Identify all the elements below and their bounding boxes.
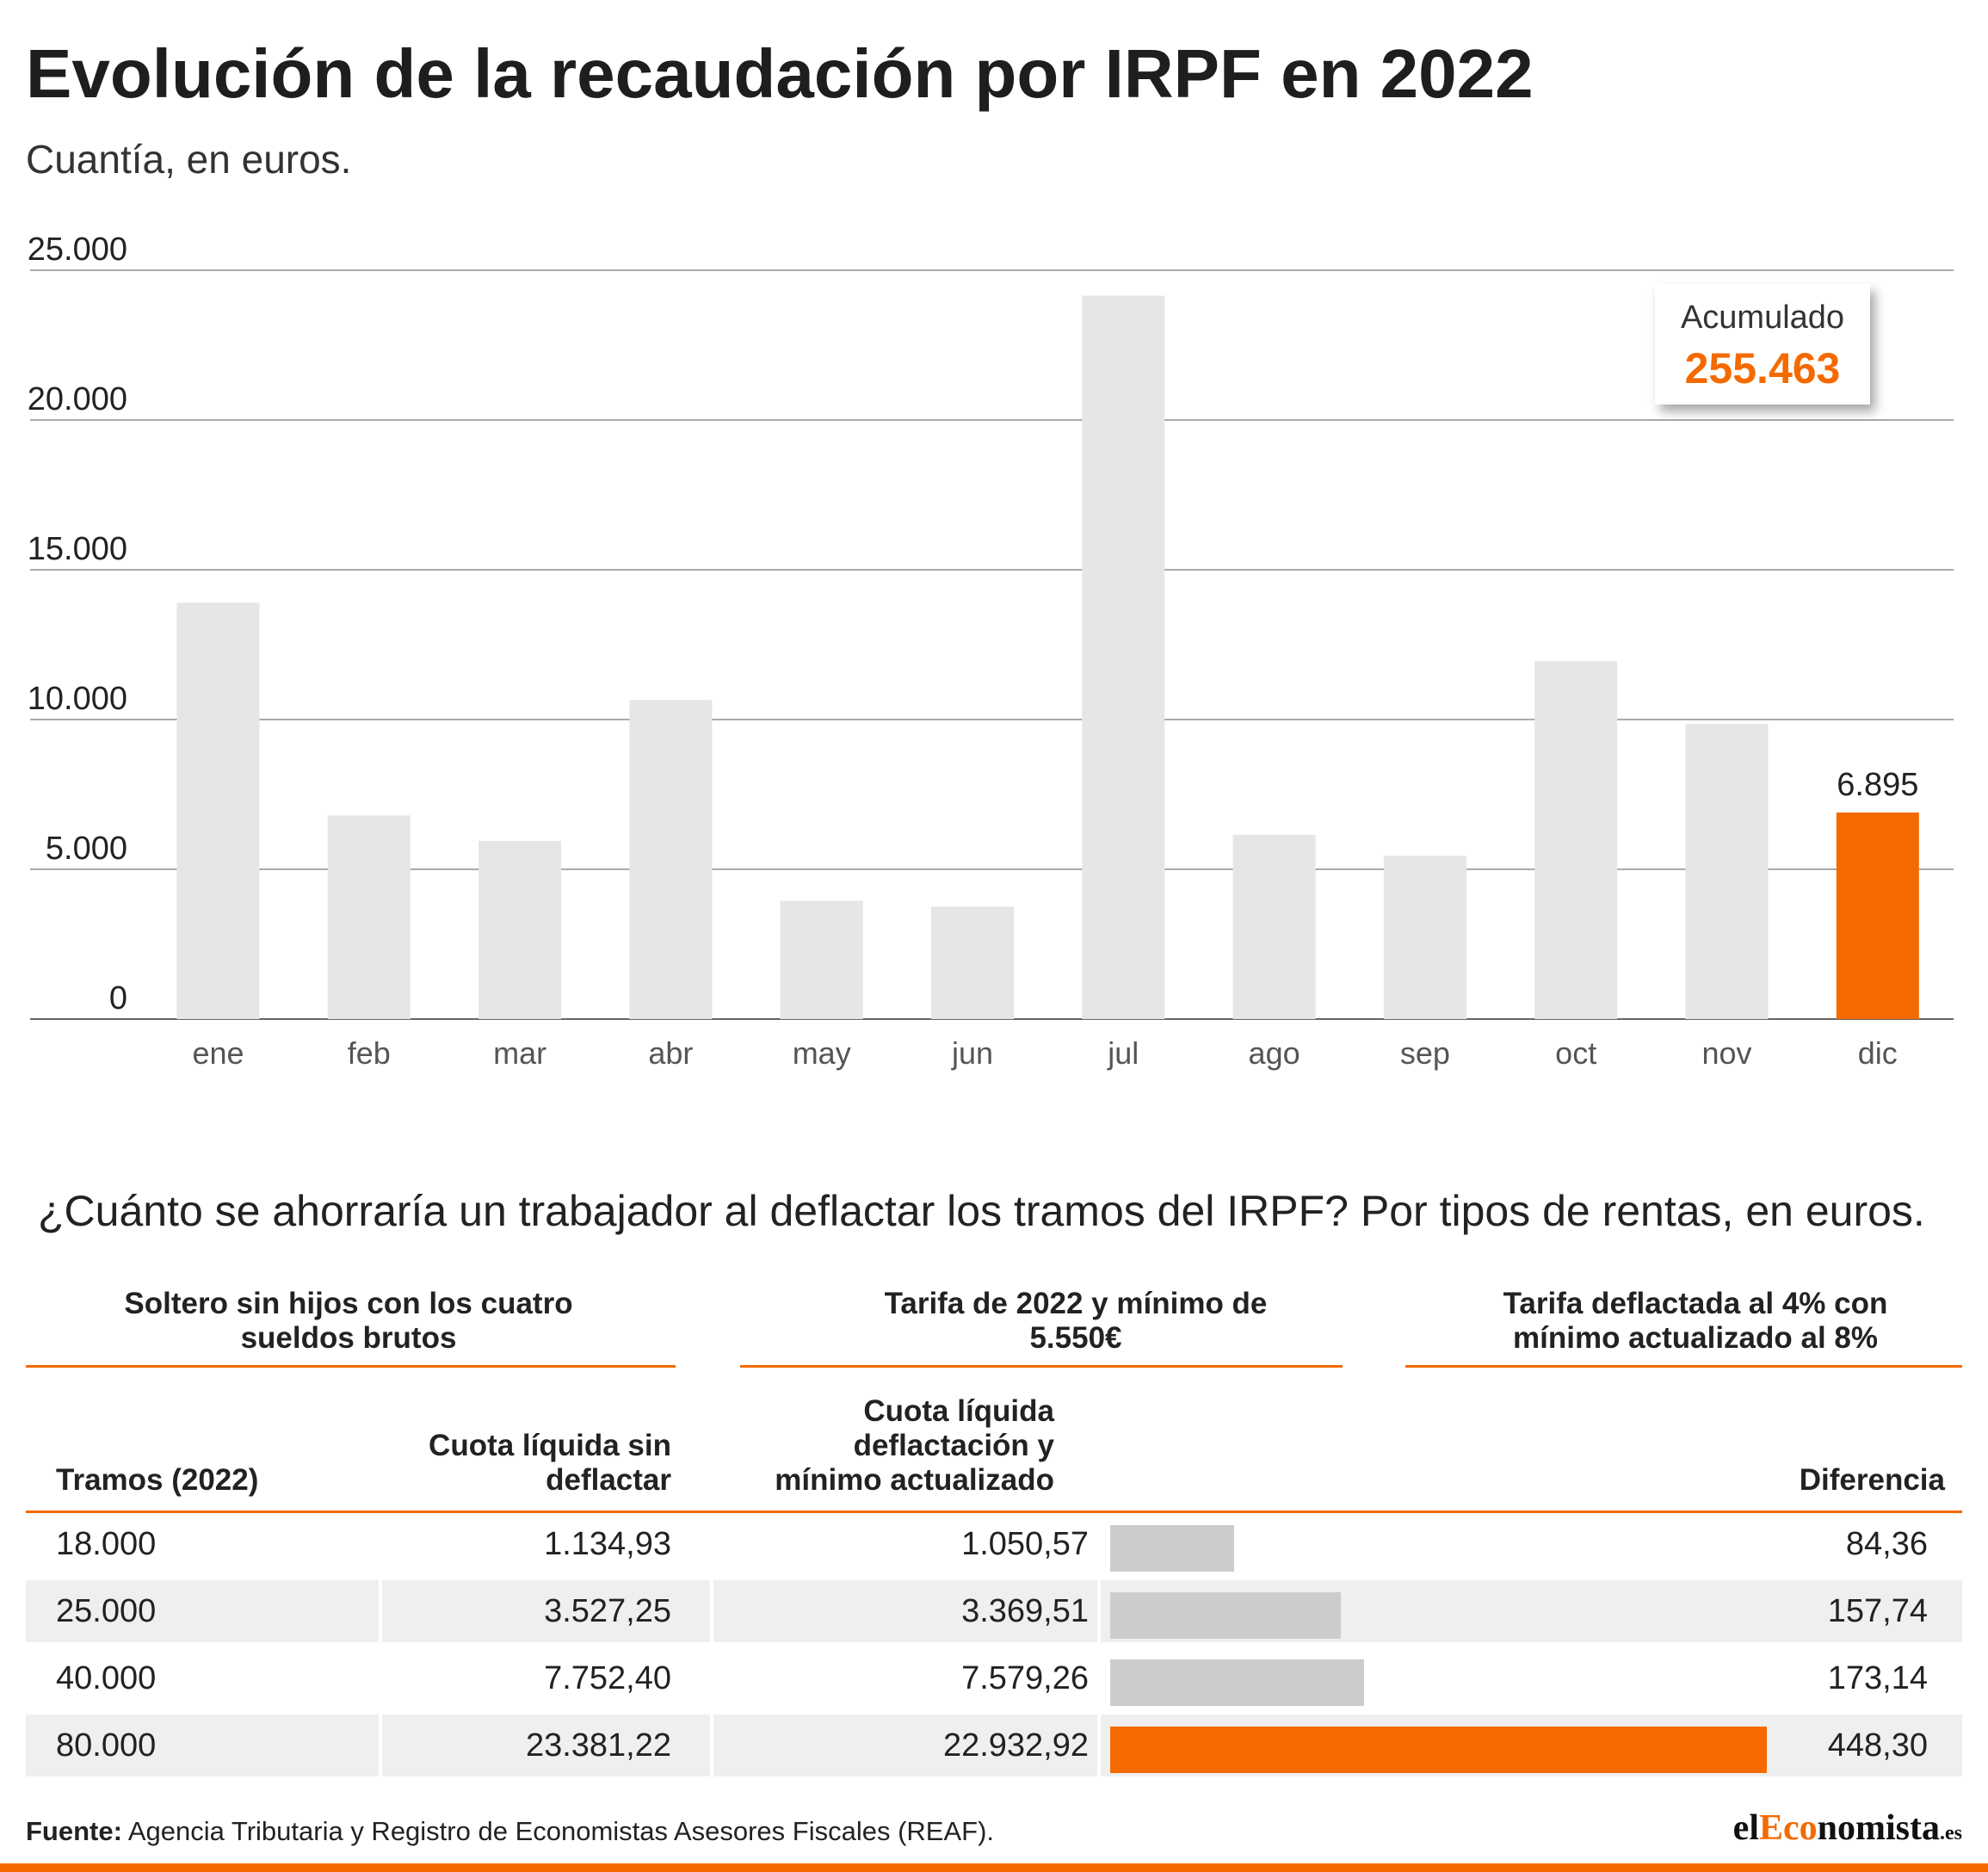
bar-mar: [478, 840, 562, 1019]
cell-cuota-sin: 3.527,25: [544, 1593, 671, 1629]
cell-tramo: 40.000: [56, 1660, 157, 1696]
cell-diferencia: 157,74: [1827, 1593, 1928, 1629]
publisher-logo: elEconomista.es: [1733, 1807, 1962, 1849]
column-header-diferencia-label: Diferencia: [1799, 1463, 1945, 1497]
bar-abr: [629, 700, 713, 1019]
cell-cuota-sin: 1.134,93: [544, 1526, 671, 1562]
cell-diferencia: 84,36: [1845, 1526, 1928, 1562]
difference-bar: [1110, 1592, 1342, 1639]
difference-bar: [1110, 1659, 1364, 1706]
bar-jun: [931, 906, 1014, 1019]
data-label: 6.895: [1837, 767, 1918, 803]
column-separator: [710, 1580, 713, 1642]
bottom-rule: [0, 1863, 1988, 1872]
y-tick-label: 25.000: [28, 232, 127, 268]
bar-oct: [1534, 661, 1618, 1019]
cell-cuota-sin: 23.381,22: [525, 1727, 671, 1764]
table-row: 18.000 1.134,93 1.050,57 84,36: [26, 1513, 1962, 1575]
logo-part: Eco: [1758, 1808, 1818, 1848]
column-separator: [710, 1714, 713, 1776]
logo-part: nomista: [1817, 1808, 1940, 1848]
x-tick-label: nov: [1701, 1035, 1751, 1071]
x-tick-label: may: [793, 1035, 851, 1071]
y-tick-label: 10.000: [28, 681, 127, 717]
accumulated-value: 255.463: [1684, 344, 1841, 392]
column-separator: [379, 1714, 382, 1776]
table-row: 80.000 23.381,22 22.932,92 448,30: [26, 1714, 1962, 1776]
group-header-1: Soltero sin hijos con los cuatro sueldos…: [124, 1287, 573, 1355]
bar-nov: [1685, 724, 1769, 1019]
table-row: 25.000 3.527,25 3.369,51 157,74: [26, 1580, 1962, 1642]
column-separator: [379, 1580, 382, 1642]
x-tick-label: feb: [348, 1035, 391, 1071]
group-underline-1: [26, 1365, 676, 1368]
group-underline-3: [1405, 1365, 1962, 1368]
x-tick-label: mar: [493, 1035, 546, 1071]
cell-cuota-con: 3.369,51: [961, 1593, 1089, 1629]
group-header-2: Tarifa de 2022 y mínimo de 5.550€: [884, 1287, 1268, 1355]
bar-sep: [1383, 856, 1466, 1019]
y-tick-label: 15.000: [28, 531, 127, 567]
cell-tramo: 25.000: [56, 1593, 157, 1629]
column-header-cuota-sin: Cuota líquida sin deflactar: [429, 1429, 671, 1497]
difference-bar: [1110, 1525, 1234, 1572]
x-tick-label: sep: [1400, 1035, 1450, 1071]
bar-may: [780, 900, 863, 1019]
x-tick-label: ene: [192, 1035, 244, 1071]
x-tick-label: dic: [1858, 1035, 1898, 1071]
source-text: Agencia Tributaria y Registro de Economi…: [121, 1816, 995, 1846]
cell-cuota-con: 22.932,92: [942, 1727, 1089, 1764]
bar-dic: [1836, 812, 1919, 1019]
header-underline: [26, 1511, 1962, 1513]
y-tick-label: 5.000: [46, 831, 127, 867]
source-label: Fuente:: [26, 1816, 122, 1846]
bar-jul: [1082, 295, 1165, 1020]
y-tick-label: 20.000: [28, 381, 127, 417]
logo-part: .es: [1940, 1822, 1962, 1844]
cell-cuota-con: 1.050,57: [961, 1526, 1089, 1562]
chart-title: Evolución de la recaudación por IRPF en …: [26, 35, 1534, 112]
cell-cuota-con: 7.579,26: [961, 1660, 1089, 1696]
y-tick-label: 0: [109, 980, 127, 1016]
accumulated-box: Acumulado 255.463: [1655, 284, 1870, 405]
chart-subtitle: Cuantía, en euros.: [26, 137, 352, 182]
column-separator: [1097, 1580, 1101, 1642]
table-row: 40.000 7.752,40 7.579,26 173,14: [26, 1647, 1962, 1709]
cell-tramo: 18.000: [56, 1526, 157, 1562]
group-header-3: Tarifa deflactada al 4% con mínimo actua…: [1503, 1287, 1888, 1355]
x-tick-label: jun: [951, 1035, 993, 1071]
group-underline-2: [740, 1365, 1343, 1368]
x-tick-label: ago: [1249, 1035, 1300, 1071]
x-tick-label: oct: [1555, 1035, 1596, 1071]
accumulated-label: Acumulado: [1680, 300, 1845, 336]
difference-bar: [1110, 1727, 1767, 1773]
column-header-cuota-con: Cuota líquida deflactación y mínimo actu…: [775, 1394, 1054, 1497]
column-separator: [1097, 1714, 1101, 1776]
bar-feb: [327, 815, 411, 1019]
source-note: Fuente: Agencia Tributaria y Registro de…: [26, 1816, 994, 1847]
cell-diferencia: 448,30: [1827, 1727, 1928, 1764]
x-tick-label: jul: [1107, 1035, 1139, 1071]
column-header-tramos: Tramos (2022): [56, 1463, 259, 1497]
cell-cuota-sin: 7.752,40: [544, 1660, 671, 1696]
bar-chart: 0 5.000 10.000 15.000 20.000 25.000 ene feb mar a…: [28, 232, 1954, 1071]
x-tick-label: abr: [648, 1035, 693, 1071]
table-title: ¿Cuánto se ahorraría un trabajador al de…: [38, 1187, 1925, 1235]
bar-ene: [176, 602, 260, 1019]
logo-part: el: [1732, 1808, 1759, 1848]
cell-diferencia: 173,14: [1827, 1660, 1928, 1696]
cell-tramo: 80.000: [56, 1727, 157, 1764]
bar-ago: [1232, 834, 1316, 1019]
